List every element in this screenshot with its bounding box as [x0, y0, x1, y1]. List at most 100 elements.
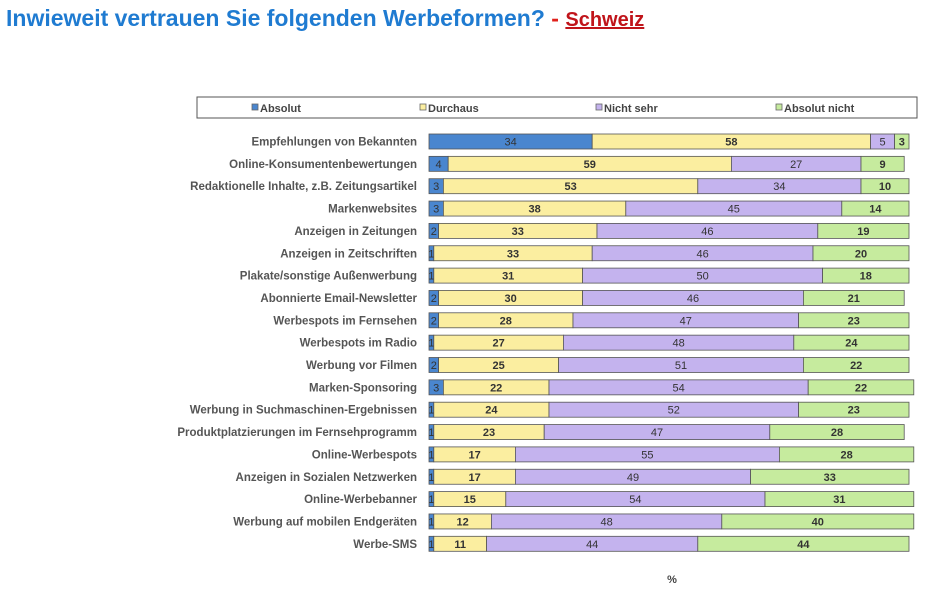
category-labels: Empfehlungen von Bekannten Online-Konsume…	[177, 137, 417, 551]
data-label: 12	[456, 516, 468, 528]
data-label: 3	[433, 382, 439, 394]
data-label: 34	[504, 137, 516, 149]
data-label: 1	[428, 539, 434, 551]
legend-entry: Absolut nicht	[784, 103, 855, 115]
bar-segment	[750, 468, 910, 485]
title-question: Inwieweit vertrauen Sie folgenden Werbef…	[6, 5, 545, 31]
data-label: 40	[812, 516, 824, 528]
data-label: 50	[696, 271, 708, 283]
data-label: 3	[899, 137, 905, 149]
data-label: 45	[728, 204, 740, 216]
bar-segment	[841, 200, 910, 217]
data-label: 28	[840, 449, 852, 461]
data-label: 46	[701, 226, 713, 238]
data-label: 2	[431, 226, 437, 238]
title-separator: -	[551, 5, 559, 31]
data-label: 11	[454, 539, 466, 551]
category-label: Anzeigen in Zeitschriften	[280, 248, 417, 260]
data-label: 22	[490, 382, 502, 394]
data-label: 27	[492, 338, 504, 350]
category-label: Online-Konsumentenbewertungen	[229, 159, 417, 171]
data-label: 33	[507, 248, 519, 260]
data-label: 2	[431, 360, 437, 372]
category-label: Anzeigen in Zeitungen	[294, 226, 417, 238]
data-label: 22	[855, 382, 867, 394]
bar-segment	[803, 357, 910, 373]
data-label: 24	[845, 338, 858, 350]
x-axis-label: %	[667, 574, 677, 586]
legend-entry: Nicht sehr	[604, 103, 659, 115]
chart-title: Inwieweit vertrauen Sie folgenden Werbef…	[6, 4, 644, 34]
data-label: 31	[833, 494, 845, 506]
legend-entry: Absolut	[260, 103, 301, 115]
bar-segment	[721, 513, 915, 530]
bar-segment	[798, 401, 910, 418]
data-label: 44	[797, 539, 810, 551]
data-label: 22	[850, 360, 862, 372]
data-label: 21	[848, 293, 860, 305]
category-label: Markenwebsites	[328, 204, 417, 216]
data-label: 4	[436, 159, 442, 171]
category-label: Online-Werbespots	[312, 449, 417, 461]
data-label: 1	[428, 271, 434, 283]
bar-segment	[779, 446, 915, 463]
data-label: 49	[627, 472, 639, 484]
bar-segment	[793, 334, 910, 351]
category-label: Produktplatzierungen im Fernsehprogramm	[177, 427, 417, 439]
data-label: 1	[428, 472, 434, 484]
data-label: 46	[687, 293, 699, 305]
data-label: 30	[504, 293, 516, 305]
data-label: 17	[468, 449, 480, 461]
data-label: 46	[696, 248, 708, 260]
category-label: Online-Werbebanner	[304, 494, 417, 506]
data-label: 1	[428, 338, 434, 350]
title-country-link[interactable]: Schweiz	[565, 9, 645, 31]
category-label: Werbespots im Radio	[300, 338, 417, 350]
category-label: Marken-Sponsoring	[309, 382, 417, 394]
data-label: 34	[773, 181, 785, 193]
legend-entry: Durchaus	[428, 103, 479, 115]
bar-segment	[764, 491, 915, 508]
legend: Absolut Durchaus Nicht sehr Absolut nicht	[196, 96, 918, 119]
legend-swatch	[775, 103, 783, 111]
bar-segment	[807, 379, 915, 396]
data-label: 53	[564, 181, 576, 193]
bars-area: 34 58 5 34 59 27 93 53 34 103 38 45 142 33 46 191 33 46 20…	[428, 133, 915, 552]
data-label: 14	[869, 204, 882, 216]
data-label: 48	[600, 516, 612, 528]
data-label: 38	[528, 204, 540, 216]
data-label: 19	[857, 226, 869, 238]
bar-segment	[769, 424, 905, 440]
data-label: 58	[725, 137, 737, 149]
data-label: 33	[824, 472, 836, 484]
data-label: 59	[584, 159, 596, 171]
category-label: Redaktionelle Inhalte, z.B. Zeitungsarti…	[190, 181, 417, 193]
category-label: Werbespots im Fernsehen	[273, 315, 417, 327]
bar-segment	[817, 222, 910, 239]
category-label: Werbung auf mobilen Endgeräten	[233, 516, 417, 528]
data-label: 54	[629, 494, 641, 506]
data-label: 51	[675, 360, 687, 372]
data-label: 55	[641, 449, 653, 461]
data-label: 31	[502, 271, 514, 283]
data-label: 48	[672, 338, 684, 350]
bar-segment	[812, 245, 910, 262]
bar-segment	[798, 312, 910, 329]
data-label: 1	[428, 248, 434, 260]
data-label: 23	[848, 405, 860, 417]
data-label: 1	[428, 427, 434, 439]
data-label: 20	[855, 248, 867, 260]
data-label: 1	[428, 405, 434, 417]
legend-swatch	[419, 103, 427, 111]
data-label: 23	[483, 427, 495, 439]
data-label: 18	[860, 271, 872, 283]
category-label: Werbung in Suchmaschinen-Ergebnissen	[190, 405, 417, 417]
data-label: 23	[848, 315, 860, 327]
category-label: Werbung vor Filmen	[306, 360, 417, 372]
data-label: 28	[500, 315, 512, 327]
data-label: 47	[680, 315, 692, 327]
data-label: 1	[428, 516, 434, 528]
bar-segment	[697, 535, 910, 552]
data-label: 54	[672, 382, 684, 394]
data-label: 1	[428, 449, 434, 461]
